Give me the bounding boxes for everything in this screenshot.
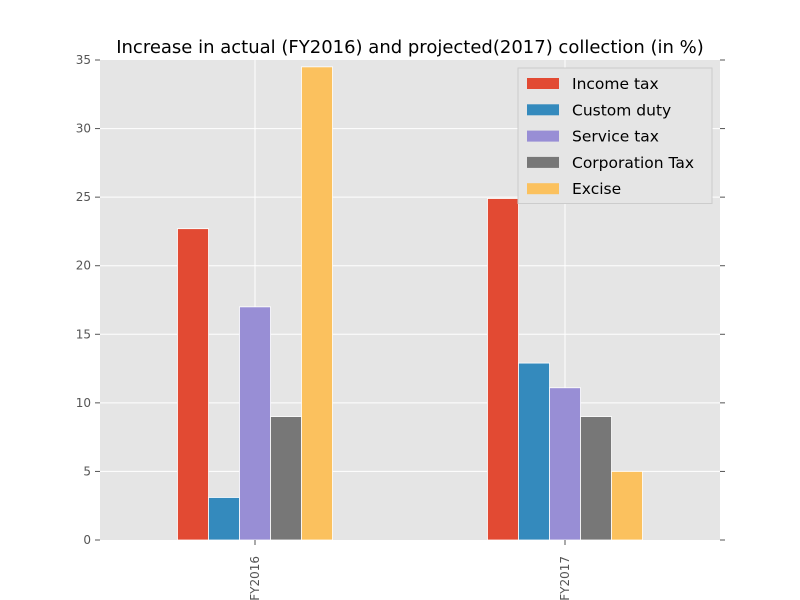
y-tick-label: 5 (83, 464, 91, 478)
bars (177, 66, 643, 541)
bar-corporation-tax-fy2016 (270, 416, 302, 541)
x-tick-label: FY2016 (248, 556, 262, 600)
bar-service-tax-fy2016 (239, 306, 271, 541)
y-tick-label: 20 (76, 259, 91, 273)
bar-custom-duty-fy2017 (518, 362, 550, 541)
legend-swatch (527, 130, 559, 142)
y-tick-label: 10 (76, 396, 91, 410)
legend-label: Corporation Tax (572, 154, 694, 172)
bar-income-tax-fy2016 (177, 228, 209, 541)
y-tick-label: 35 (76, 53, 91, 67)
legend-swatch (527, 78, 559, 89)
legend-label: Service tax (572, 128, 659, 146)
legend-swatch (527, 104, 559, 116)
legend-label: Income tax (572, 75, 659, 93)
bar-excise-fy2017 (611, 471, 643, 541)
bar-income-tax-fy2017 (487, 198, 519, 541)
x-tick-label: FY2017 (558, 556, 572, 600)
chart-title: Increase in actual (FY2016) and projecte… (116, 37, 704, 58)
bar-corporation-tax-fy2017 (580, 416, 612, 541)
bar-excise-fy2016 (301, 66, 333, 541)
y-tick-label: 25 (76, 190, 91, 204)
y-tick-label: 15 (76, 327, 91, 341)
x-axis-ticks: FY2016 FY2017 (248, 540, 572, 600)
bar-custom-duty-fy2016 (208, 497, 240, 541)
bar-service-tax-fy2017 (549, 387, 581, 541)
legend: Income tax Custom duty Service tax Corporat… (517, 67, 713, 204)
y-tick-label: 0 (83, 533, 91, 547)
legend-swatch (527, 156, 559, 168)
legend-label: Custom duty (572, 101, 671, 119)
y-axis-ticks: 0 5 10 15 20 25 30 35 (76, 53, 725, 547)
legend-label: Excise (572, 180, 621, 198)
y-tick-label: 30 (76, 122, 91, 136)
legend-swatch (527, 183, 559, 195)
